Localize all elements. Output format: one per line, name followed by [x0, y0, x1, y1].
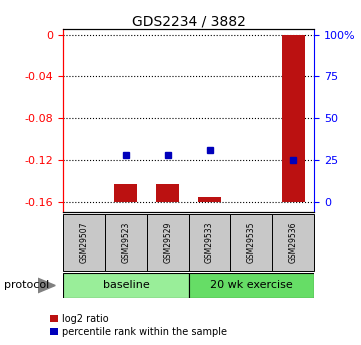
Bar	[156, 184, 179, 202]
Legend: log2 ratio, percentile rank within the sample: log2 ratio, percentile rank within the s…	[50, 314, 227, 337]
Bar	[272, 214, 314, 271]
Bar	[188, 214, 230, 271]
Text: GSM29536: GSM29536	[289, 221, 298, 263]
Bar	[147, 214, 188, 271]
Title: GDS2234 / 3882: GDS2234 / 3882	[132, 14, 245, 28]
Text: GSM29533: GSM29533	[205, 221, 214, 263]
Text: 20 wk exercise: 20 wk exercise	[210, 280, 293, 290]
Polygon shape	[38, 278, 55, 293]
Bar	[63, 214, 105, 271]
Text: protocol: protocol	[4, 280, 49, 290]
Text: GSM29535: GSM29535	[247, 221, 256, 263]
Text: GSM29529: GSM29529	[163, 222, 172, 263]
Bar	[282, 34, 305, 202]
Bar	[198, 197, 221, 202]
Bar	[188, 273, 314, 298]
Text: baseline: baseline	[103, 280, 149, 290]
Bar	[114, 184, 138, 202]
Text: GSM29523: GSM29523	[121, 222, 130, 263]
Text: GSM29507: GSM29507	[79, 221, 88, 263]
Bar	[230, 214, 272, 271]
Bar	[105, 214, 147, 271]
Bar	[63, 273, 188, 298]
